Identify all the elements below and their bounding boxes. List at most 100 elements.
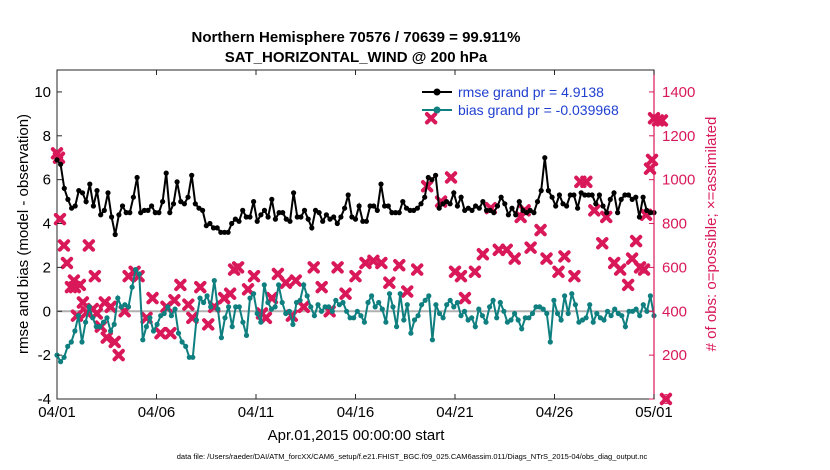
obs-possible-marker (279, 276, 293, 289)
chart-title: Northern Hemisphere 70576 / 70639 = 99.9… (192, 29, 521, 46)
rmse-point (615, 210, 621, 216)
rmse-point (265, 214, 271, 220)
bias-point (279, 299, 285, 306)
bias-point (236, 304, 242, 310)
bias-point (411, 317, 418, 323)
bias-point (433, 302, 439, 308)
bias-point (637, 313, 643, 319)
legend: rmse grand pr = 4.9138 bias grand pr = -… (422, 84, 619, 118)
rmse-point (65, 196, 71, 202)
bias-point (544, 310, 550, 317)
bias-point (447, 297, 453, 303)
bias-point (426, 293, 432, 299)
rmse-point (422, 194, 428, 200)
obs-possible-marker (444, 171, 458, 184)
y-left-tick-label: -4 (38, 391, 51, 408)
rmse-point (636, 214, 643, 220)
rmse-point (585, 192, 592, 198)
bias-point (519, 326, 525, 332)
rmse-point (458, 194, 464, 200)
obs-possible-marker (57, 239, 71, 252)
rmse-point (556, 192, 563, 198)
y-left-tick-label: 6 (43, 172, 51, 189)
obs-possible-marker (289, 274, 302, 287)
obs-possible-marker (100, 331, 113, 344)
y-left-tick-label: 0 (43, 303, 51, 320)
bias-point (243, 332, 250, 338)
bias-point (251, 291, 257, 297)
bias-point (318, 308, 325, 314)
bias-point (322, 304, 328, 310)
rmse-point (98, 212, 104, 218)
rmse-point (534, 199, 541, 205)
obs-possible-marker (194, 280, 207, 294)
bias-point (297, 297, 303, 303)
obs-possible-marker (524, 241, 537, 254)
rmse-point (163, 170, 169, 176)
bias-point (133, 267, 139, 273)
obs-possible-marker (508, 252, 521, 265)
bias-point (161, 310, 167, 317)
obs-possible-marker (621, 278, 635, 292)
rmse-point (210, 225, 217, 231)
bias-point (129, 284, 135, 290)
bias-point (143, 324, 149, 330)
rmse-point (294, 214, 300, 220)
bias-point (622, 324, 629, 330)
obs-possible-marker (655, 114, 669, 127)
bias-point (75, 313, 81, 319)
bias-point (386, 291, 393, 297)
bias-point (551, 297, 557, 303)
bias-point (444, 302, 450, 308)
rmse-point (363, 218, 369, 224)
rmse-point (331, 214, 337, 220)
bias-point (344, 308, 350, 314)
obs-possible-marker (271, 267, 285, 281)
bias-point (451, 304, 457, 310)
rmse-point (593, 201, 599, 207)
rmse-point (505, 212, 511, 218)
rmse-point (342, 205, 348, 211)
rmse-point (451, 190, 457, 196)
rmse-point (236, 218, 242, 224)
rmse-point (352, 216, 359, 222)
obs-possible-marker (307, 261, 320, 274)
obs-possible-marker (112, 348, 125, 362)
rmse-point (145, 207, 151, 213)
legend-bias-label: bias grand pr = -0.039968 (458, 102, 619, 118)
rmse-point (301, 207, 308, 213)
bias-point (612, 306, 618, 312)
bias-point (90, 315, 96, 321)
rmse-point (109, 214, 115, 220)
bias-point (93, 324, 99, 330)
rmse-point (436, 205, 442, 211)
rmse-point (119, 203, 126, 209)
rmse-point (309, 225, 315, 231)
obs-possible-marker (231, 261, 245, 274)
rmse-point (72, 203, 78, 209)
bias-point (226, 304, 232, 310)
legend-bias-marker (433, 106, 441, 114)
rmse-point (181, 201, 187, 207)
bias-point (211, 278, 217, 284)
y-left-tick-label: 8 (43, 128, 51, 145)
obs-possible-marker (168, 294, 181, 307)
y-right-tick-label: 600 (662, 259, 687, 276)
rmse-point (167, 210, 173, 216)
rmse-point (392, 210, 399, 216)
rmse-point (345, 192, 351, 198)
obs-possible-marker (241, 283, 255, 296)
x-tick-label: 05/01 (635, 404, 673, 421)
obs-possible-marker (247, 269, 261, 283)
rmse-point (596, 192, 603, 198)
bias-point (415, 313, 421, 319)
bias-point (86, 304, 92, 310)
bias-point (569, 291, 575, 297)
rmse-point (261, 207, 268, 213)
rmse-point (582, 192, 588, 198)
bias-point (644, 308, 650, 314)
bias-point (594, 310, 600, 317)
rmse-point (553, 203, 559, 209)
bias-point (154, 321, 160, 327)
